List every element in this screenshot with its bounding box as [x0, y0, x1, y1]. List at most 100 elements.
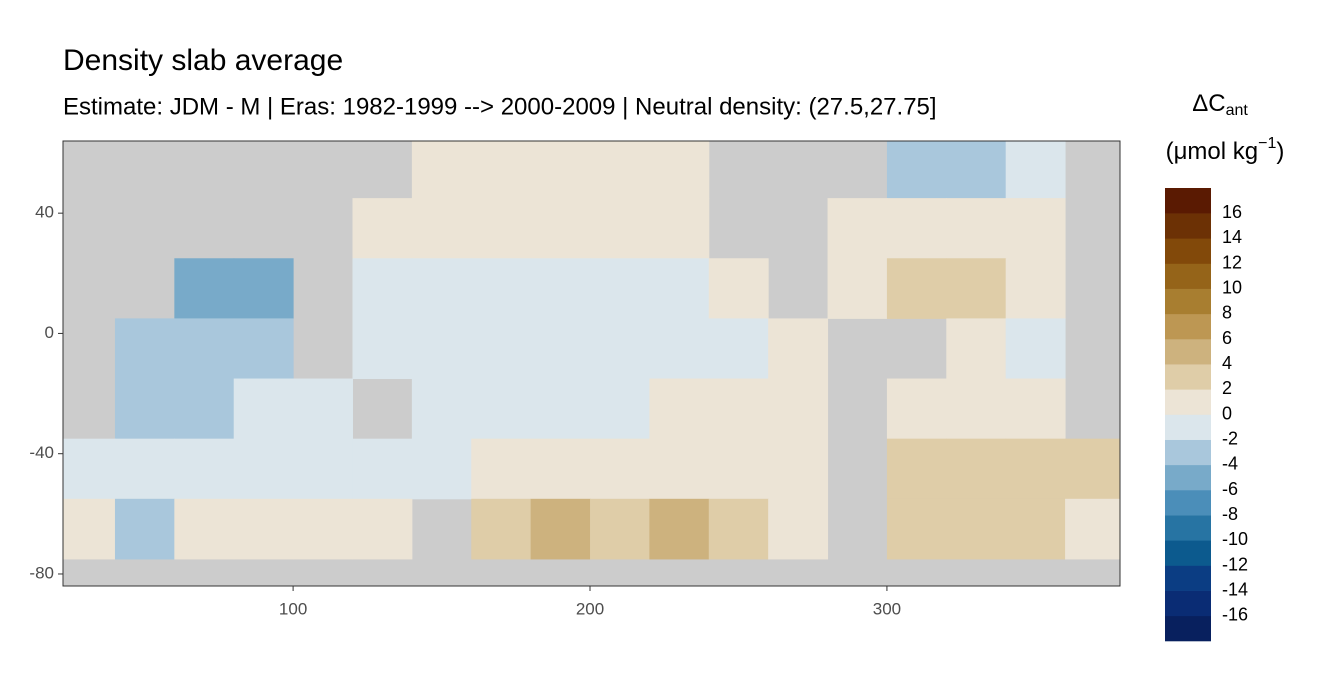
- legend-unit: (μmol kg−1): [1166, 135, 1285, 165]
- map-cell: [411, 378, 472, 440]
- map-cell: [530, 258, 591, 319]
- map-cell: [886, 498, 947, 560]
- map-cell: [946, 498, 1007, 560]
- map-cell: [1065, 498, 1120, 560]
- legend-tick-label: -4: [1222, 454, 1238, 474]
- legend-tick-label: 4: [1222, 353, 1232, 373]
- map-cell: [1005, 498, 1066, 560]
- map-cell: [352, 438, 413, 500]
- map-cell: [530, 318, 591, 380]
- map-cell: [530, 378, 591, 440]
- map-cell: [590, 318, 650, 380]
- legend-tick-label: -6: [1222, 479, 1238, 499]
- legend-tick-label: 14: [1222, 227, 1242, 247]
- map-cell: [1005, 198, 1066, 259]
- map-cell: [708, 438, 769, 500]
- map-cell: [530, 438, 591, 500]
- legend-unit-end: ): [1276, 138, 1284, 165]
- map-cell: [471, 498, 532, 560]
- map-cell: [114, 378, 175, 440]
- legend-tick-label: -10: [1222, 529, 1248, 549]
- map-cell: [471, 258, 532, 319]
- map-cell: [768, 438, 829, 500]
- map-cell: [233, 378, 294, 440]
- map-cell: [530, 141, 591, 199]
- x-tick-label: 300: [873, 599, 901, 618]
- map-cell: [946, 378, 1007, 440]
- legend-swatch: [1165, 313, 1211, 340]
- map-cell: [649, 258, 710, 319]
- map-cell: [827, 198, 888, 259]
- map-cell: [471, 438, 532, 500]
- map-cell: [590, 378, 650, 440]
- map-cell: [649, 378, 710, 440]
- map-cell: [411, 318, 472, 380]
- legend-tick-label: -16: [1222, 605, 1248, 625]
- legend-swatch: [1165, 490, 1211, 516]
- legend-tick-label: 2: [1222, 378, 1232, 398]
- legend-tick-label: 10: [1222, 277, 1242, 297]
- legend-tick-label: 8: [1222, 303, 1232, 323]
- map-cell: [946, 318, 1007, 380]
- legend-swatch: [1165, 615, 1211, 642]
- map-cell: [63, 498, 116, 560]
- map-cell: [708, 378, 769, 440]
- chart-title: Density slab average: [63, 44, 343, 77]
- map-cell: [233, 318, 294, 380]
- map-cell: [411, 198, 472, 259]
- legend-tick-label: -2: [1222, 428, 1238, 448]
- map-cell: [649, 198, 710, 259]
- map-cell: [649, 438, 710, 500]
- y-tick-label: 40: [35, 203, 54, 222]
- map-cell: [1065, 438, 1120, 500]
- legend-swatch: [1165, 288, 1211, 315]
- map-cell: [1005, 378, 1066, 440]
- map-cell: [590, 498, 650, 560]
- map-cell: [827, 258, 888, 319]
- map-cell: [174, 318, 235, 380]
- map-cell: [174, 258, 235, 319]
- map-cell: [411, 438, 472, 500]
- map-cell: [1005, 318, 1066, 380]
- legend-swatch: [1165, 590, 1211, 617]
- legend-title: ΔCant: [1192, 90, 1248, 119]
- legend-swatch: [1165, 439, 1211, 466]
- legend-swatch: [1165, 540, 1211, 566]
- map-cell: [886, 141, 947, 199]
- map-cell: [708, 258, 769, 319]
- map-cell: [411, 141, 472, 199]
- map-cell: [590, 141, 650, 199]
- legend-swatch: [1165, 389, 1211, 415]
- y-tick-label: -40: [29, 443, 54, 462]
- legend-tick-label: 0: [1222, 403, 1232, 423]
- legend-swatch: [1165, 188, 1211, 214]
- map-cell: [174, 498, 235, 560]
- map-cell: [63, 438, 116, 500]
- legend-swatch: [1165, 515, 1211, 541]
- map-cell: [352, 258, 413, 319]
- map-cell: [174, 378, 235, 440]
- chart-subtitle: Estimate: JDM - M | Eras: 1982-1999 --> …: [63, 93, 937, 120]
- legend-swatch: [1165, 263, 1211, 289]
- map-cell: [1005, 438, 1066, 500]
- map-cell: [886, 378, 947, 440]
- legend-title-main: ΔC: [1192, 90, 1225, 117]
- map-cell: [530, 198, 591, 259]
- map-cell: [649, 141, 710, 199]
- legend-swatch: [1165, 414, 1211, 440]
- legend-swatch: [1165, 339, 1211, 365]
- map-cell: [886, 198, 947, 259]
- map-cell: [590, 438, 650, 500]
- x-tick-label: 200: [576, 599, 604, 618]
- map-cell: [886, 258, 947, 319]
- map-cell: [530, 498, 591, 560]
- y-tick-label: -80: [29, 563, 54, 582]
- map-cell: [649, 498, 710, 560]
- legend-tick-label: -14: [1222, 579, 1248, 599]
- map-cell: [768, 378, 829, 440]
- map-cell: [352, 318, 413, 380]
- map-cell: [1005, 141, 1066, 199]
- legend-unit-main: (μmol kg: [1166, 138, 1259, 165]
- y-tick-label: 0: [45, 323, 54, 342]
